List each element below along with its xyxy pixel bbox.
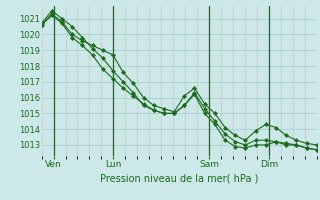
X-axis label: Pression niveau de la mer( hPa ): Pression niveau de la mer( hPa ) — [100, 173, 258, 183]
